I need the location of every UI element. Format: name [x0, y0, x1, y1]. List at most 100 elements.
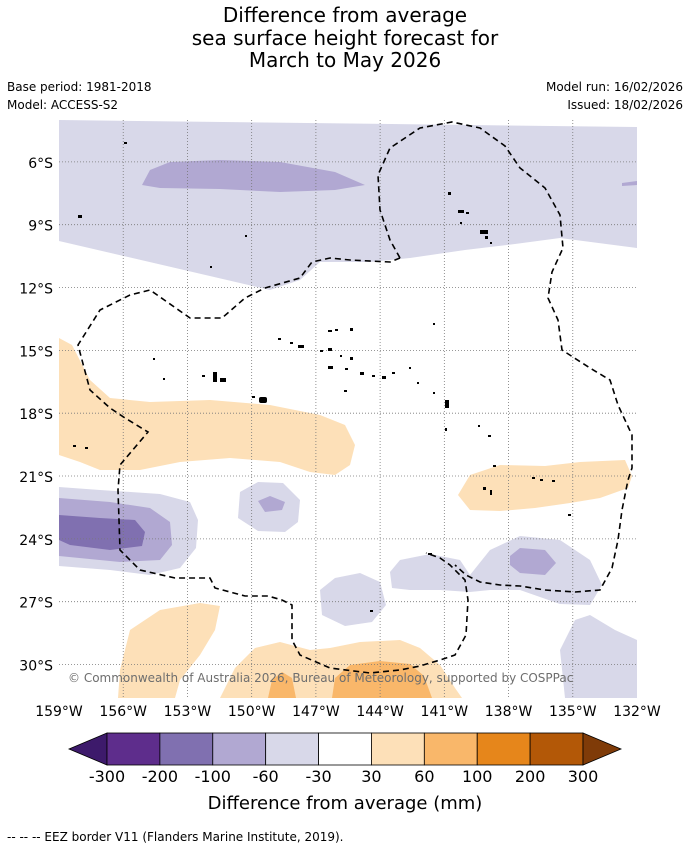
island	[370, 610, 373, 612]
pos-blob-south-mid-a	[268, 672, 296, 698]
island	[417, 382, 419, 384]
copyright-text: © Commonwealth of Australia 2026, Bureau…	[68, 671, 573, 685]
lat-tick-label: 6°S	[28, 156, 53, 172]
colorbar-tick-labels: -300 -200 -100 -60 -30 30 60 100 200 300	[89, 767, 598, 786]
colorbar-swatch	[318, 732, 372, 766]
island	[480, 230, 488, 234]
island	[448, 192, 451, 195]
island	[163, 378, 165, 380]
title-line-1: Difference from average	[222, 3, 468, 27]
island	[213, 372, 217, 382]
island	[73, 445, 76, 447]
island	[278, 338, 281, 340]
island	[460, 222, 462, 224]
island	[490, 490, 492, 495]
island	[466, 212, 469, 214]
island	[433, 323, 435, 325]
pos-band-west	[59, 338, 355, 475]
colorbar-tick-label: 30	[361, 767, 381, 786]
colorbar-extend-high	[582, 732, 623, 766]
lat-tick-label: 15°S	[19, 344, 53, 360]
island	[344, 390, 347, 392]
island	[392, 372, 395, 374]
lat-tick-label: 27°S	[19, 596, 53, 612]
island	[328, 348, 332, 351]
lon-tick-label: 159°W	[35, 704, 83, 720]
island	[540, 479, 543, 481]
island	[252, 396, 255, 398]
colorbar-swatch	[371, 732, 425, 766]
lon-tick-label: 135°W	[549, 704, 597, 720]
island	[345, 368, 348, 370]
island	[328, 366, 333, 369]
colorbar-swatch	[106, 732, 161, 766]
neg-blob-southwest-inner	[59, 515, 145, 550]
island	[153, 358, 155, 360]
island	[552, 480, 555, 482]
lon-tick-label: 147°W	[292, 704, 340, 720]
island	[485, 236, 488, 239]
gridlines	[59, 120, 637, 698]
island	[328, 330, 332, 332]
model-name: Model: ACCESS-S2	[7, 98, 119, 112]
island-large	[259, 397, 267, 403]
islands	[73, 142, 571, 612]
island	[532, 477, 535, 479]
island	[433, 392, 435, 394]
island	[340, 355, 342, 357]
island	[488, 435, 491, 437]
meta-right: Model run: 16/02/2026 Issued: 18/02/2026	[546, 78, 683, 114]
island	[478, 425, 480, 427]
eez-borders	[77, 121, 633, 674]
meta-left: Base period: 1981-2018 Model: ACCESS-S2	[7, 78, 152, 114]
island	[445, 400, 449, 408]
island	[372, 375, 375, 377]
colorbar-tick-label: -30	[305, 767, 331, 786]
lon-tick-label: 138°W	[485, 704, 533, 720]
colorbar-tick-label: 200	[515, 767, 546, 786]
base-period: Base period: 1981-2018	[7, 80, 152, 94]
island	[350, 357, 353, 360]
colorbar-swatch	[423, 732, 478, 766]
longitude-labels: 159°W 156°W 153°W 150°W 147°W 144°W 141°W 138°W…	[35, 704, 661, 720]
island	[124, 142, 127, 144]
neg-blob-southeast	[390, 536, 602, 605]
colorbar-extend-low	[67, 732, 108, 766]
island	[210, 266, 212, 268]
island	[458, 210, 464, 213]
neg-band-north	[59, 120, 637, 290]
island	[409, 367, 411, 369]
lat-tick-label: 21°S	[19, 470, 53, 486]
island	[382, 376, 386, 379]
pos-blob-east	[458, 460, 632, 511]
colorbar-tick-label: -100	[195, 767, 231, 786]
neg-blob-south-central	[320, 573, 386, 626]
neg-blob-north-east	[622, 181, 637, 186]
island	[493, 465, 496, 467]
lon-tick-label: 150°W	[228, 704, 276, 720]
island	[428, 553, 432, 555]
island	[220, 378, 226, 382]
island	[290, 342, 293, 344]
colorbar-swatch	[265, 732, 319, 766]
colorbar-tick-label: 60	[414, 767, 434, 786]
anomaly-field	[59, 120, 637, 698]
island	[445, 428, 447, 431]
neg-blob-central-inner	[258, 496, 285, 512]
island	[298, 345, 304, 348]
eez-border-east	[377, 121, 633, 593]
colorbar-tick-label: -60	[253, 767, 279, 786]
pos-blob-south-mid-b	[332, 661, 432, 698]
eez-legend: -- -- -- EEZ border V11 (Flanders Marine…	[7, 830, 344, 844]
island	[360, 372, 364, 375]
issued-date: Issued: 18/02/2026	[567, 98, 683, 112]
eez-border-north	[77, 257, 469, 674]
lon-tick-label: 153°W	[164, 704, 212, 720]
chart-title: Difference from average sea surface heig…	[0, 4, 690, 72]
lat-tick-label: 24°S	[19, 533, 53, 549]
island	[350, 328, 353, 331]
neg-blob-north-inner	[142, 160, 365, 192]
lat-tick-label: 12°S	[19, 282, 53, 298]
lat-tick-label: 30°S	[19, 658, 53, 674]
island	[568, 514, 571, 516]
